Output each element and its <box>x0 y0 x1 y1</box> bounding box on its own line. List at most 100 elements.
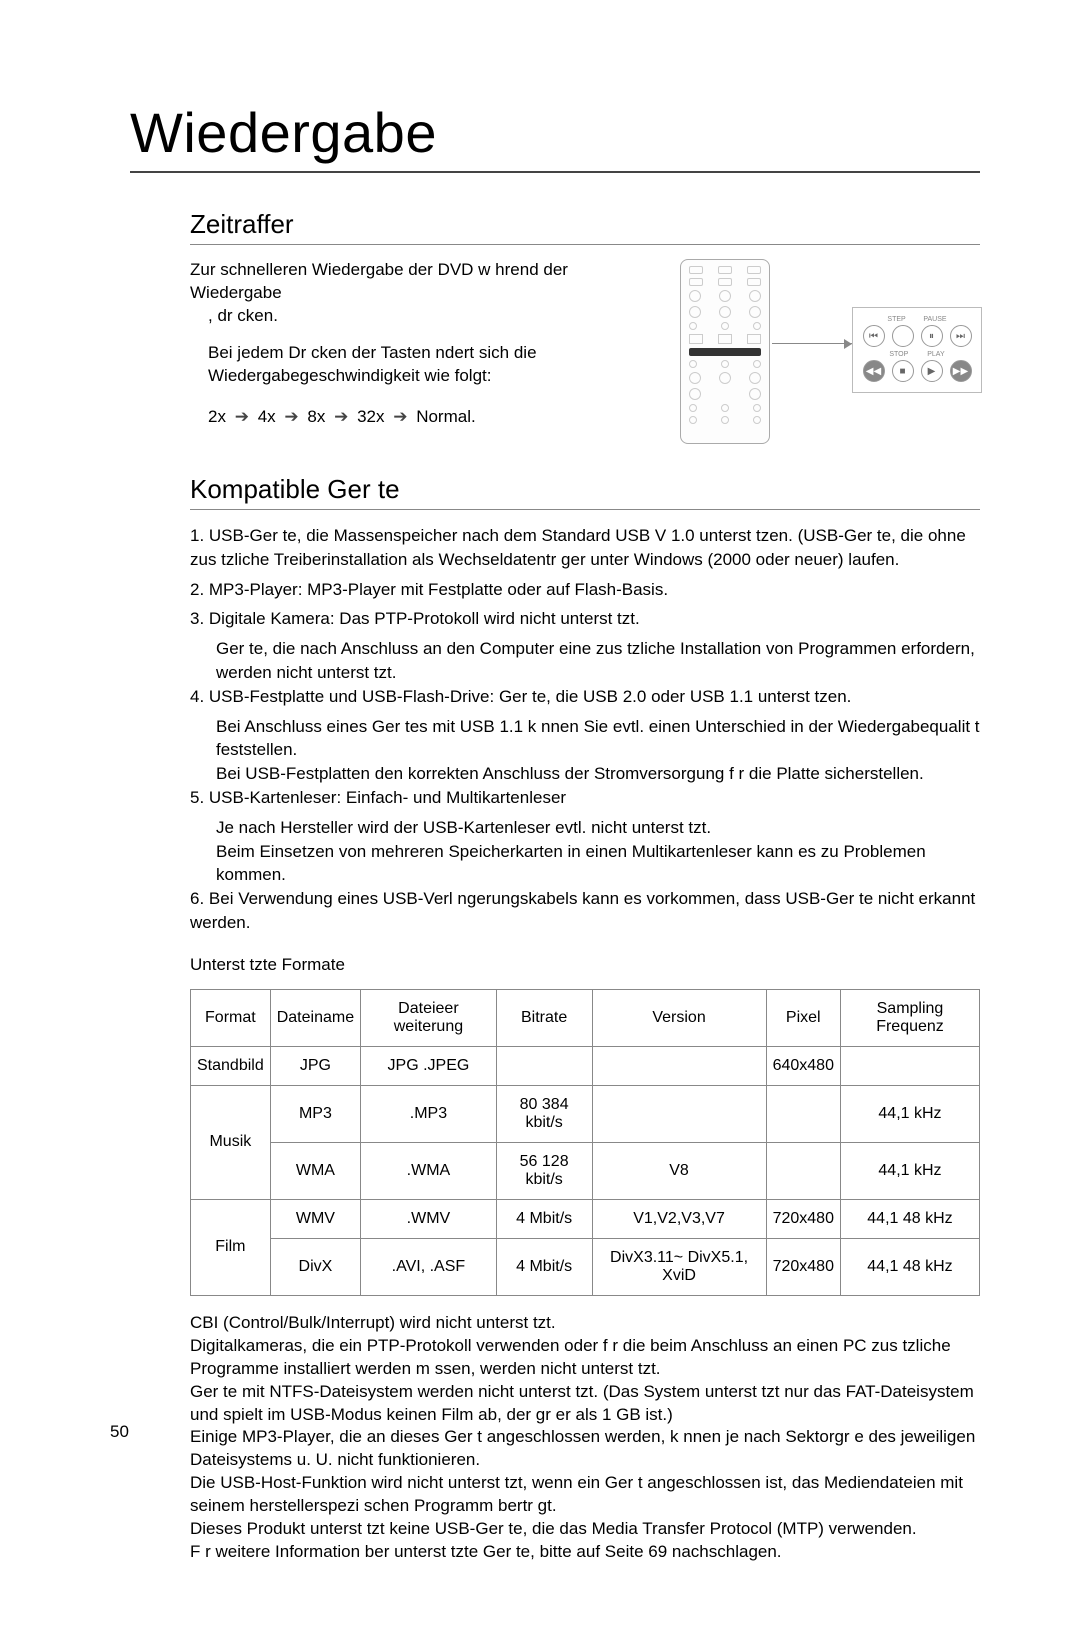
table-header: Bitrate <box>496 989 592 1046</box>
arrow-icon: ➔ <box>235 406 249 429</box>
notes-block: CBI (Control/Bulk/Interrupt) wird nicht … <box>190 1312 980 1564</box>
speed-4: Normal. <box>416 407 476 426</box>
cell-version: V1,V2,V3,V7 <box>592 1199 766 1238</box>
cell-version: V8 <box>592 1142 766 1199</box>
table-header: Format <box>191 989 271 1046</box>
cell-format: Film <box>191 1199 271 1295</box>
table-row: StandbildJPGJPG .JPEG 640x480 <box>191 1046 980 1085</box>
cell-sampling <box>840 1046 979 1085</box>
pause-icon: ⏸ <box>921 325 943 347</box>
table-header: Dateieer weiterung <box>361 989 497 1046</box>
label-stop: STOP <box>889 351 908 358</box>
arrow-icon: ➔ <box>393 406 407 429</box>
cell-bitrate: 4 Mbit/s <box>496 1238 592 1295</box>
list-sub-item: Beim Einsetzen von mehreren Speicherkart… <box>190 840 980 888</box>
cell-sampling: 44,1 48 kHz <box>840 1238 979 1295</box>
list-item: 6. Bei Verwendung eines USB-Verl ngerung… <box>190 887 980 935</box>
table-header: Dateiname <box>270 989 360 1046</box>
play-icon: ▶ <box>921 360 943 382</box>
cell-name: JPG <box>270 1046 360 1085</box>
zeitraffer-line1: Zur schnelleren Wiedergabe der DVD w hre… <box>190 259 660 305</box>
playback-controls-callout: . STEP PAUSE . ⏮ ⏸ ⏭ . STOP PLAY <box>852 307 982 393</box>
label-pause: PAUSE <box>923 316 946 323</box>
callout-line <box>772 343 852 344</box>
page-title: Wiedergabe <box>130 100 980 173</box>
cell-name: DivX <box>270 1238 360 1295</box>
cell-sampling: 44,1 48 kHz <box>840 1199 979 1238</box>
list-item: 3. Digitale Kamera: Das PTP-Protokoll wi… <box>190 607 980 631</box>
zeitraffer-title: Zeitraffer <box>190 209 980 245</box>
cell-pixel: 720x480 <box>766 1199 840 1238</box>
table-header: Pixel <box>766 989 840 1046</box>
note-line: Einige MP3-Player, die an dieses Ger t a… <box>190 1426 980 1472</box>
zeitraffer-line2: , dr cken. <box>208 306 278 325</box>
cell-name: MP3 <box>270 1085 360 1142</box>
list-item: 4. USB-Festplatte und USB-Flash-Drive: G… <box>190 685 980 709</box>
cell-bitrate <box>496 1046 592 1085</box>
arrow-icon: ➔ <box>334 406 348 429</box>
table-header: Version <box>592 989 766 1046</box>
kompatible-title: Kompatible Ger te <box>190 474 980 510</box>
note-line: Digitalkameras, die ein PTP-Protokoll ve… <box>190 1335 980 1381</box>
list-item: 2. MP3-Player: MP3-Player mit Festplatte… <box>190 578 980 602</box>
cell-pixel: 640x480 <box>766 1046 840 1085</box>
cell-name: WMV <box>270 1199 360 1238</box>
speed-1: 4x <box>258 407 276 426</box>
formats-title: Unterst tzte Formate <box>190 955 980 975</box>
speed-3: 32x <box>357 407 384 426</box>
label-step: STEP <box>887 316 905 323</box>
rewind-icon: ◀◀ <box>863 360 885 382</box>
label-play: PLAY <box>927 351 944 358</box>
cell-pixel <box>766 1142 840 1199</box>
stop-icon: ■ <box>892 360 914 382</box>
cell-name: WMA <box>270 1142 360 1199</box>
list-item: 5. USB-Kartenleser: Einfach- und Multika… <box>190 786 980 810</box>
page-number: 50 <box>110 1422 129 1442</box>
cell-sampling: 44,1 kHz <box>840 1142 979 1199</box>
zeitraffer-text: Zur schnelleren Wiedergabe der DVD w hre… <box>190 259 660 444</box>
cell-sampling: 44,1 kHz <box>840 1085 979 1142</box>
note-line: Ger te mit NTFS-Dateisystem werden nicht… <box>190 1381 980 1427</box>
arrow-icon: ➔ <box>284 406 298 429</box>
speed-sequence: 2x ➔ 4x ➔ 8x ➔ 32x ➔ Normal. <box>190 406 660 429</box>
table-row: WMA.WMA56 128 kbit/sV8 44,1 kHz <box>191 1142 980 1199</box>
cell-format: Standbild <box>191 1046 271 1085</box>
cell-format: Musik <box>191 1085 271 1199</box>
cell-bitrate: 4 Mbit/s <box>496 1199 592 1238</box>
cell-version: DivX3.11~ DivX5.1, XviD <box>592 1238 766 1295</box>
remote-diagram: . STEP PAUSE . ⏮ ⏸ ⏭ . STOP PLAY <box>680 259 980 444</box>
cell-version <box>592 1085 766 1142</box>
device-list: 1. USB-Ger te, die Massenspeicher nach d… <box>190 524 980 935</box>
speed-2: 8x <box>307 407 325 426</box>
cell-ext: JPG .JPEG <box>361 1046 497 1085</box>
table-row: FilmWMV.WMV4 Mbit/sV1,V2,V3,V7720x48044,… <box>191 1199 980 1238</box>
note-line: Dieses Produkt unterst tzt keine USB-Ger… <box>190 1518 980 1541</box>
step-icon <box>892 325 914 347</box>
list-sub-item: Bei Anschluss eines Ger tes mit USB 1.1 … <box>190 715 980 763</box>
fastforward-icon: ▶▶ <box>950 360 972 382</box>
zeitraffer-line3: Bei jedem Dr cken der Tasten ndert sich … <box>190 342 660 388</box>
list-sub-item: Je nach Hersteller wird der USB-Kartenle… <box>190 816 980 840</box>
cell-pixel <box>766 1085 840 1142</box>
callout-arrow-icon <box>844 339 852 349</box>
cell-ext: .MP3 <box>361 1085 497 1142</box>
note-line: F r weitere Information ber unterst tzte… <box>190 1541 980 1564</box>
remote-body-icon <box>680 259 770 444</box>
cell-ext: .WMA <box>361 1142 497 1199</box>
cell-version <box>592 1046 766 1085</box>
formats-table: FormatDateinameDateieer weiterungBitrate… <box>190 989 980 1296</box>
cell-bitrate: 80 384 kbit/s <box>496 1085 592 1142</box>
list-sub-item: Bei USB-Festplatten den korrekten Anschl… <box>190 762 980 786</box>
section-zeitraffer: Zeitraffer Zur schnelleren Wiedergabe de… <box>130 209 980 444</box>
note-line: CBI (Control/Bulk/Interrupt) wird nicht … <box>190 1312 980 1335</box>
cell-ext: .AVI, .ASF <box>361 1238 497 1295</box>
list-sub-item: Ger te, die nach Anschluss an den Comput… <box>190 637 980 685</box>
next-track-icon: ⏭ <box>950 325 972 347</box>
list-item: 1. USB-Ger te, die Massenspeicher nach d… <box>190 524 980 572</box>
speed-0: 2x <box>208 407 226 426</box>
section-kompatible: Kompatible Ger te 1. USB-Ger te, die Mas… <box>130 474 980 1564</box>
cell-bitrate: 56 128 kbit/s <box>496 1142 592 1199</box>
table-header: Sampling Frequenz <box>840 989 979 1046</box>
table-row: DivX.AVI, .ASF4 Mbit/sDivX3.11~ DivX5.1,… <box>191 1238 980 1295</box>
table-row: MusikMP3.MP380 384 kbit/s44,1 kHz <box>191 1085 980 1142</box>
